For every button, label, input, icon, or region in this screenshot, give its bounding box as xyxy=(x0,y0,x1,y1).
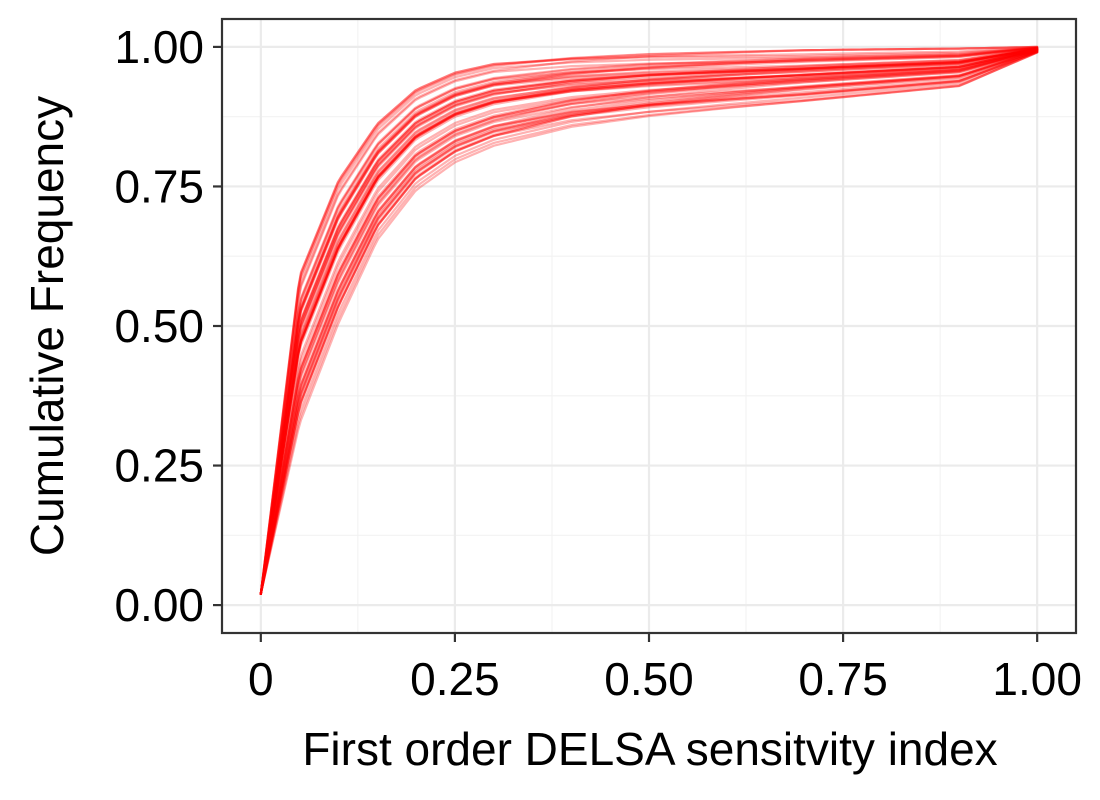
ecdf-curve xyxy=(259,47,1039,596)
ecdf-curve xyxy=(259,45,1039,596)
ecdf-curve xyxy=(259,49,1039,596)
ecdf-curve xyxy=(259,51,1039,596)
x-axis-title: First order DELSA sensitvity index xyxy=(302,723,997,775)
ecdf-curve xyxy=(259,48,1039,596)
ecdf-curve xyxy=(259,46,1039,596)
ecdf-curve xyxy=(259,47,1039,596)
ecdf-curve xyxy=(259,46,1039,596)
ecdf-curve xyxy=(259,50,1039,596)
ecdf-curve xyxy=(259,48,1039,596)
ecdf-curve xyxy=(259,46,1039,596)
ecdf-curve xyxy=(259,48,1039,596)
ecdf-curve xyxy=(259,49,1039,596)
ecdf-curve xyxy=(259,48,1039,596)
x-tick-label: 0.75 xyxy=(798,653,888,705)
ecdf-curve xyxy=(259,48,1039,596)
ecdf-curve xyxy=(259,47,1039,596)
ecdf-curve xyxy=(259,48,1039,596)
ecdf-curve xyxy=(259,50,1039,596)
ecdf-curves xyxy=(259,45,1039,596)
ecdf-curve xyxy=(259,49,1039,596)
y-tick-label: 0.25 xyxy=(114,440,204,492)
ecdf-curve xyxy=(259,51,1039,596)
x-tick-label: 0.25 xyxy=(410,653,500,705)
ecdf-curve xyxy=(259,50,1039,596)
ecdf-curve xyxy=(259,45,1039,596)
ecdf-curve xyxy=(259,45,1039,596)
ecdf-curve xyxy=(259,46,1039,596)
ecdf-curve xyxy=(259,51,1039,596)
y-tick-label: 1.00 xyxy=(114,21,204,73)
ecdf-curve xyxy=(259,48,1039,596)
y-axis-title: Cumulative Frequency xyxy=(21,96,73,556)
ecdf-curve xyxy=(259,47,1039,596)
ecdf-curve xyxy=(259,48,1039,596)
ecdf-curve xyxy=(259,48,1039,596)
ecdf-curve xyxy=(259,48,1039,596)
ecdf-curve xyxy=(259,46,1039,596)
ecdf-curve xyxy=(259,49,1039,596)
ecdf-curve xyxy=(259,50,1039,596)
ecdf-curve xyxy=(259,48,1039,596)
ecdf-curve xyxy=(259,49,1039,596)
y-tick-label: 0.75 xyxy=(114,160,204,212)
ecdf-curve xyxy=(259,47,1039,596)
ecdf-curve xyxy=(259,47,1039,596)
ecdf-curve xyxy=(259,48,1039,596)
ecdf-curve xyxy=(259,49,1039,596)
ecdf-curve xyxy=(259,47,1039,596)
ecdf-curve xyxy=(259,50,1039,596)
grid-lines xyxy=(222,19,1076,633)
ecdf-curve xyxy=(259,47,1039,596)
ecdf-curve xyxy=(259,46,1039,596)
ecdf-curve xyxy=(259,49,1039,596)
ecdf-curve xyxy=(259,51,1039,596)
ecdf-curve xyxy=(259,48,1039,596)
ecdf-curve xyxy=(259,46,1039,596)
ecdf-curve xyxy=(259,50,1039,596)
ecdf-curve xyxy=(259,47,1039,596)
ecdf-curve xyxy=(259,49,1039,596)
axis-ticks: 0 0.25 0.50 0.75 1.00 0.00 0.25 0.50 0.75 1.00 xyxy=(114,21,1081,705)
ecdf-curve xyxy=(259,49,1039,596)
y-tick-label: 0.50 xyxy=(114,300,204,352)
ecdf-curve xyxy=(259,47,1039,596)
ecdf-curve xyxy=(259,47,1039,596)
ecdf-curve xyxy=(259,47,1039,596)
ecdf-curve xyxy=(259,50,1039,596)
ecdf-curve xyxy=(259,49,1039,596)
ecdf-curve xyxy=(259,47,1039,596)
y-tick-label: 0.00 xyxy=(114,579,204,631)
ecdf-curve xyxy=(259,49,1039,596)
x-tick-label: 0 xyxy=(248,653,274,705)
ecdf-curve xyxy=(259,46,1039,596)
x-tick-label: 0.50 xyxy=(604,653,694,705)
ecdf-curve xyxy=(259,49,1039,596)
x-tick-label: 1.00 xyxy=(992,653,1082,705)
